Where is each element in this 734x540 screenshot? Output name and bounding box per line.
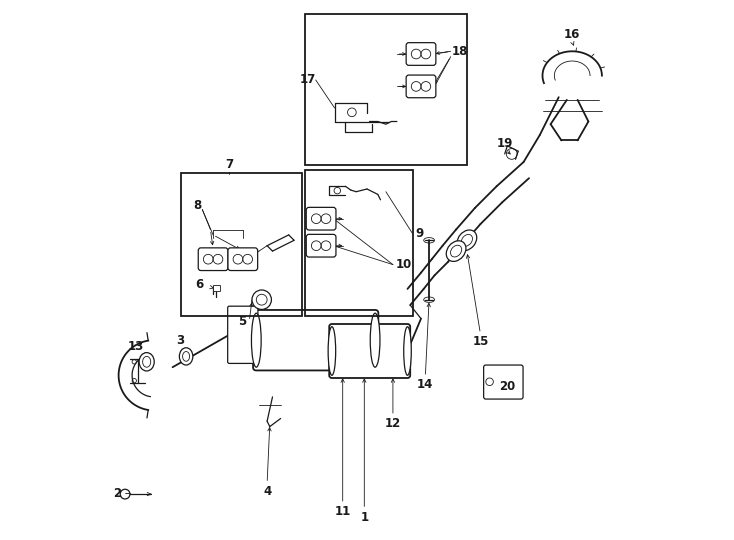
FancyBboxPatch shape	[484, 365, 523, 399]
FancyBboxPatch shape	[228, 306, 258, 363]
Text: 8: 8	[193, 199, 201, 212]
Text: 17: 17	[299, 73, 316, 86]
Ellipse shape	[451, 245, 462, 257]
Text: 9: 9	[415, 227, 424, 240]
Text: 18: 18	[451, 45, 468, 58]
Ellipse shape	[139, 353, 154, 371]
Text: 10: 10	[396, 258, 412, 271]
Ellipse shape	[183, 352, 189, 361]
Text: 15: 15	[472, 335, 489, 348]
FancyBboxPatch shape	[406, 75, 436, 98]
Ellipse shape	[457, 230, 477, 251]
Text: 7: 7	[225, 158, 233, 171]
FancyBboxPatch shape	[406, 43, 436, 65]
Circle shape	[252, 290, 272, 309]
Text: 12: 12	[385, 417, 401, 430]
Ellipse shape	[252, 313, 261, 367]
Text: 11: 11	[335, 505, 351, 518]
Ellipse shape	[404, 327, 411, 375]
Text: 14: 14	[417, 378, 434, 391]
Text: 5: 5	[238, 315, 246, 328]
Text: 2: 2	[114, 487, 122, 500]
FancyBboxPatch shape	[228, 248, 258, 271]
Text: 4: 4	[263, 485, 272, 498]
Ellipse shape	[446, 241, 466, 261]
FancyBboxPatch shape	[306, 234, 336, 257]
FancyBboxPatch shape	[198, 248, 228, 271]
Bar	[181, 173, 302, 316]
Text: 19: 19	[496, 137, 513, 150]
Ellipse shape	[179, 348, 193, 365]
FancyBboxPatch shape	[330, 324, 410, 378]
Bar	[305, 14, 467, 165]
Text: 16: 16	[564, 28, 581, 40]
Text: 20: 20	[499, 380, 515, 393]
Ellipse shape	[461, 234, 473, 246]
FancyBboxPatch shape	[253, 310, 378, 370]
Text: 13: 13	[128, 340, 144, 353]
Text: 3: 3	[177, 334, 185, 347]
Ellipse shape	[370, 313, 380, 367]
Bar	[213, 285, 220, 291]
Ellipse shape	[142, 356, 150, 367]
FancyBboxPatch shape	[306, 207, 336, 230]
Ellipse shape	[328, 327, 335, 375]
Text: 6: 6	[195, 278, 204, 291]
Text: 1: 1	[360, 511, 368, 524]
Bar	[305, 170, 413, 316]
